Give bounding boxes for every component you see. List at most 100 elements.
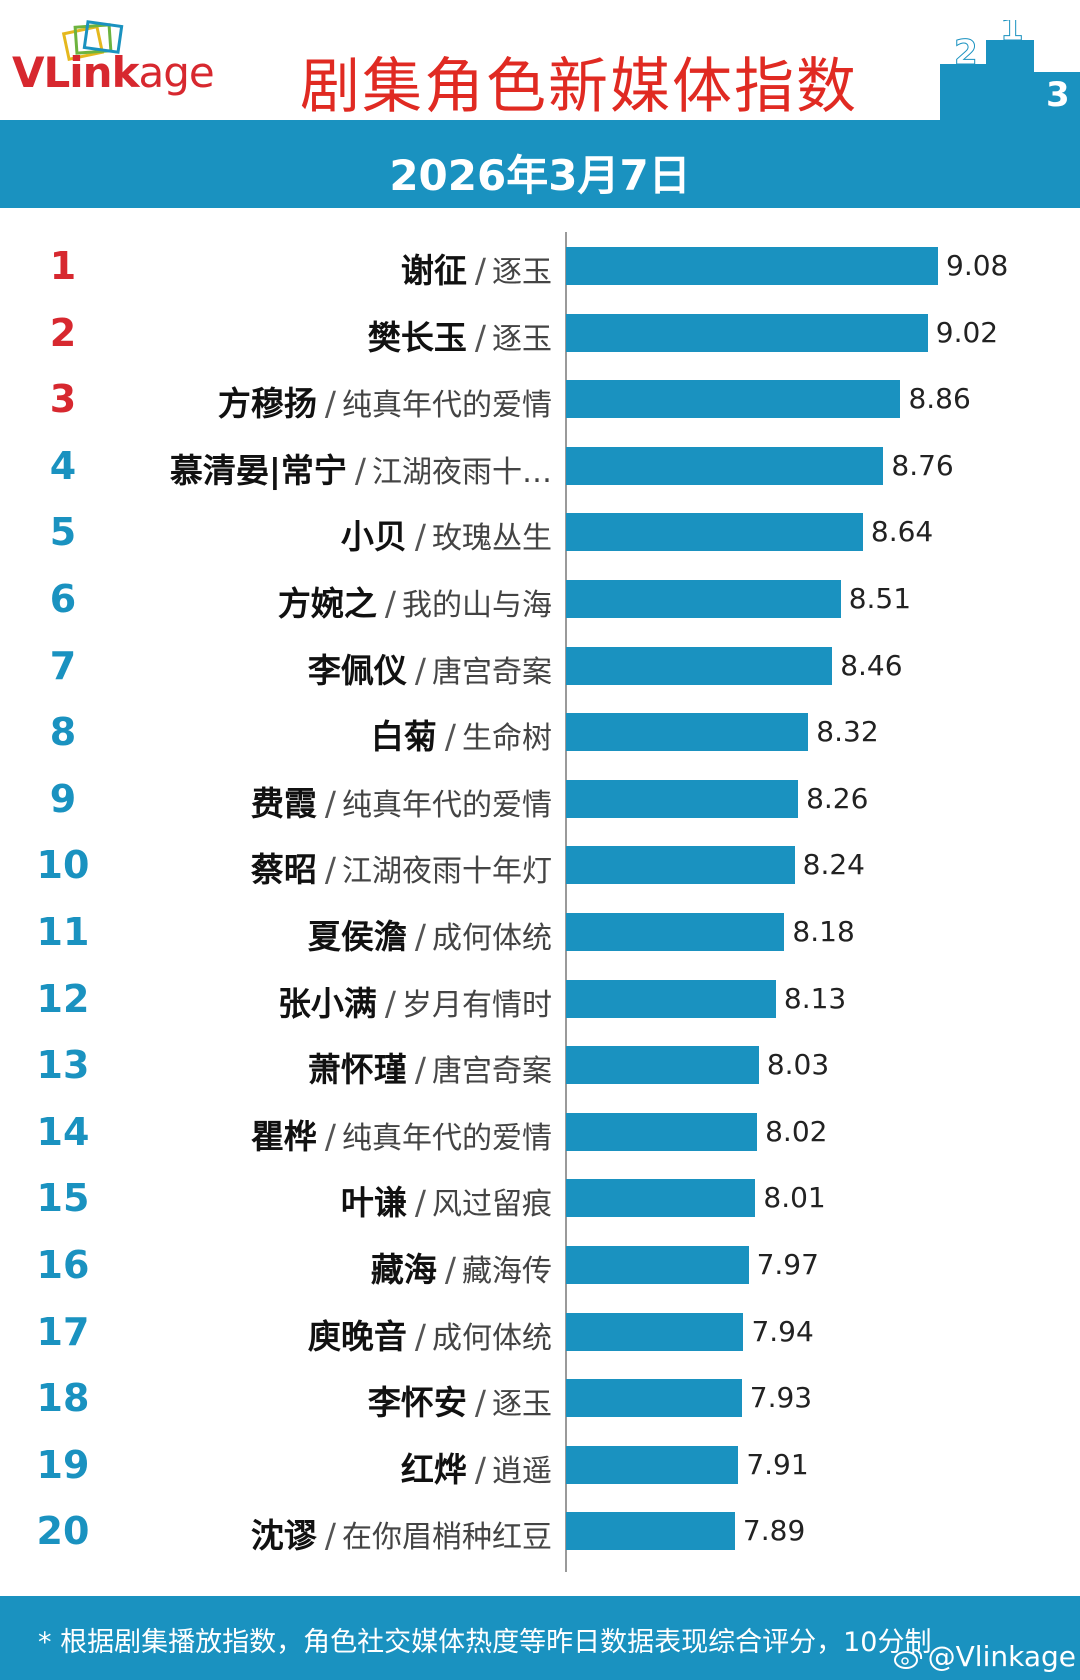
- row-label: 方婉之 / 我的山与海: [278, 577, 552, 625]
- separator: /: [414, 1183, 426, 1223]
- rank-number: 13: [36, 1043, 90, 1088]
- svg-text:1: 1: [1000, 20, 1024, 49]
- drama-title: 藏海传: [462, 1254, 552, 1289]
- bar: [566, 313, 928, 352]
- drama-title: 岁月有情时: [402, 987, 552, 1023]
- value-label: 8.18: [792, 915, 855, 948]
- character-name: 李怀安: [367, 1383, 467, 1423]
- separator: /: [324, 850, 336, 890]
- character-name: 方穆扬: [217, 384, 317, 424]
- drama-title: 唐宫奇案: [432, 1054, 552, 1090]
- value-label: 8.01: [763, 1181, 826, 1215]
- separator: /: [354, 450, 366, 490]
- row-label: 红烨 / 逍遥: [401, 1443, 552, 1491]
- bar: [566, 247, 938, 285]
- character-name: 白菊: [370, 717, 437, 757]
- rank-number: 15: [36, 1176, 90, 1221]
- bar: [566, 1112, 758, 1151]
- drama-title: 逐玉: [492, 255, 552, 290]
- value-label: 7.94: [751, 1314, 814, 1348]
- drama-title: 风过留痕: [432, 1187, 552, 1223]
- rank-number: 20: [36, 1509, 90, 1554]
- bar: [566, 446, 884, 485]
- separator: /: [474, 251, 486, 290]
- character-name: 藏海: [370, 1250, 437, 1289]
- separator: /: [324, 1116, 336, 1156]
- bar: [566, 846, 795, 885]
- separator: /: [384, 983, 396, 1023]
- rank-number: 14: [36, 1109, 90, 1154]
- bar: [566, 646, 833, 685]
- row-label: 方穆扬 / 纯真年代的爱情: [218, 377, 552, 425]
- character-name: 夏侯澹: [307, 917, 407, 956]
- character-name: 慕清晏|常宁: [169, 450, 347, 490]
- bar: [566, 1312, 744, 1351]
- page-title: 剧集角色新媒体指数: [300, 52, 858, 122]
- drama-title: 在你眉梢种红豆: [342, 1520, 552, 1556]
- value-label: 8.64: [870, 515, 934, 549]
- bar: [566, 513, 863, 552]
- drama-title: 生命树: [462, 721, 552, 757]
- separator: /: [444, 1250, 456, 1289]
- rank-number: 10: [36, 843, 90, 888]
- value-label: 7.89: [742, 1514, 806, 1548]
- separator: /: [444, 717, 456, 757]
- separator: /: [414, 517, 426, 557]
- bar: [566, 1246, 749, 1284]
- rank-number: 11: [36, 910, 90, 954]
- row-label: 白菊 / 生命树: [371, 710, 552, 758]
- rank-number: 17: [36, 1309, 90, 1354]
- footnote: * 根据剧集播放指数，角色社交媒体热度等昨日数据表现综合评分，10分制: [38, 1627, 932, 1658]
- svg-text:2: 2: [954, 33, 978, 73]
- bar: [566, 380, 901, 419]
- rank-number: 7: [49, 643, 77, 688]
- row-label: 小贝 / 玫瑰丛生: [341, 510, 552, 558]
- drama-title: 纯真年代的爱情: [342, 388, 552, 424]
- podium-icon: 2 1 3: [940, 20, 1080, 120]
- row-label: 萧怀瑾 / 唐宫奇案: [308, 1043, 552, 1091]
- bar: [566, 979, 776, 1018]
- value-label: 9.02: [935, 315, 999, 349]
- separator: /: [414, 917, 426, 956]
- logo-frames-icon: [61, 20, 124, 62]
- separator: /: [384, 584, 396, 623]
- character-name: 红烨: [400, 1449, 467, 1489]
- value-label: 8.26: [806, 781, 869, 815]
- svg-text:3: 3: [1046, 75, 1070, 115]
- bar: [566, 913, 785, 951]
- date-banner: 2026年3月7日: [0, 120, 1080, 208]
- weibo-watermark: @Vlinkage: [893, 1640, 1076, 1673]
- value-label: 8.76: [891, 448, 954, 482]
- row-label: 庾晚音 / 成何体统: [308, 1310, 552, 1358]
- drama-title: 逐玉: [492, 1387, 552, 1423]
- row-label: 李怀安 / 逐玉: [368, 1376, 552, 1424]
- value-label: 8.24: [802, 848, 865, 882]
- character-name: 沈谬: [250, 1516, 317, 1556]
- row-label: 樊长玉 / 逐玉: [368, 311, 552, 359]
- drama-title: 逍遥: [492, 1453, 552, 1489]
- character-name: 费霞: [250, 783, 317, 823]
- rank-number: 19: [36, 1442, 90, 1487]
- row-label: 慕清晏|常宁 / 江湖夜雨十…: [170, 444, 552, 492]
- separator: /: [474, 1383, 486, 1423]
- drama-title: 玫瑰丛生: [432, 521, 552, 557]
- weibo-icon: [893, 1649, 922, 1669]
- separator: /: [324, 1516, 336, 1556]
- bar: [566, 1179, 756, 1218]
- character-name: 蔡昭: [250, 850, 317, 890]
- drama-title: 成何体统: [432, 921, 552, 956]
- character-name: 方婉之: [277, 584, 377, 623]
- separator: /: [414, 1316, 426, 1356]
- bar: [566, 1046, 759, 1085]
- drama-title: 江湖夜雨十年灯: [342, 854, 552, 890]
- bar: [566, 1379, 742, 1418]
- bar: [566, 1512, 735, 1551]
- row-label: 谢征 / 逐玉: [401, 244, 552, 292]
- watermark-text: @Vlinkage: [927, 1640, 1076, 1673]
- rank-number: 12: [36, 976, 90, 1021]
- character-name: 李佩仪: [307, 650, 407, 690]
- character-name: 萧怀瑾: [307, 1050, 407, 1090]
- rank-number: 16: [36, 1243, 90, 1287]
- rank-number: 1: [49, 244, 77, 288]
